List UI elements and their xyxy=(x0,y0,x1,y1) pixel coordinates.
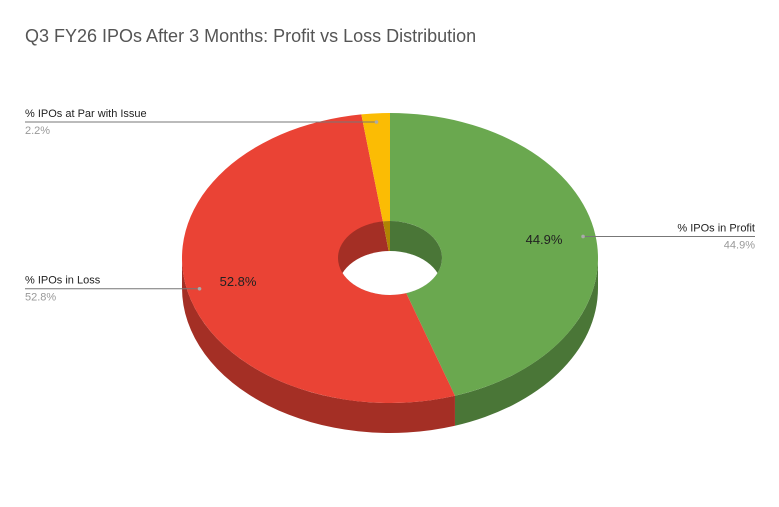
legend-label: % IPOs in Loss xyxy=(25,275,101,287)
chart-title: Q3 FY26 IPOs After 3 Months: Profit vs L… xyxy=(25,26,476,46)
hole-wall xyxy=(382,221,390,258)
slice-label: 44.9% xyxy=(526,232,563,247)
legend-label: % IPOs at Par with Issue xyxy=(25,108,147,120)
hole xyxy=(338,221,442,295)
slice xyxy=(181,114,455,403)
slice xyxy=(361,113,390,222)
legend-value: 44.9% xyxy=(724,239,755,251)
leader-dot xyxy=(581,234,585,239)
leader-dot xyxy=(374,120,379,124)
slice-side xyxy=(182,258,455,433)
legend-value: 2.2% xyxy=(25,125,50,137)
slice-label: 52.8% xyxy=(220,274,257,289)
leader-dot xyxy=(197,287,202,291)
slice xyxy=(390,113,598,396)
legend-value: 52.8% xyxy=(25,292,56,304)
legend-label: % IPOs in Profit xyxy=(677,222,755,234)
slice-side xyxy=(454,258,598,426)
hole-floor xyxy=(338,251,442,295)
